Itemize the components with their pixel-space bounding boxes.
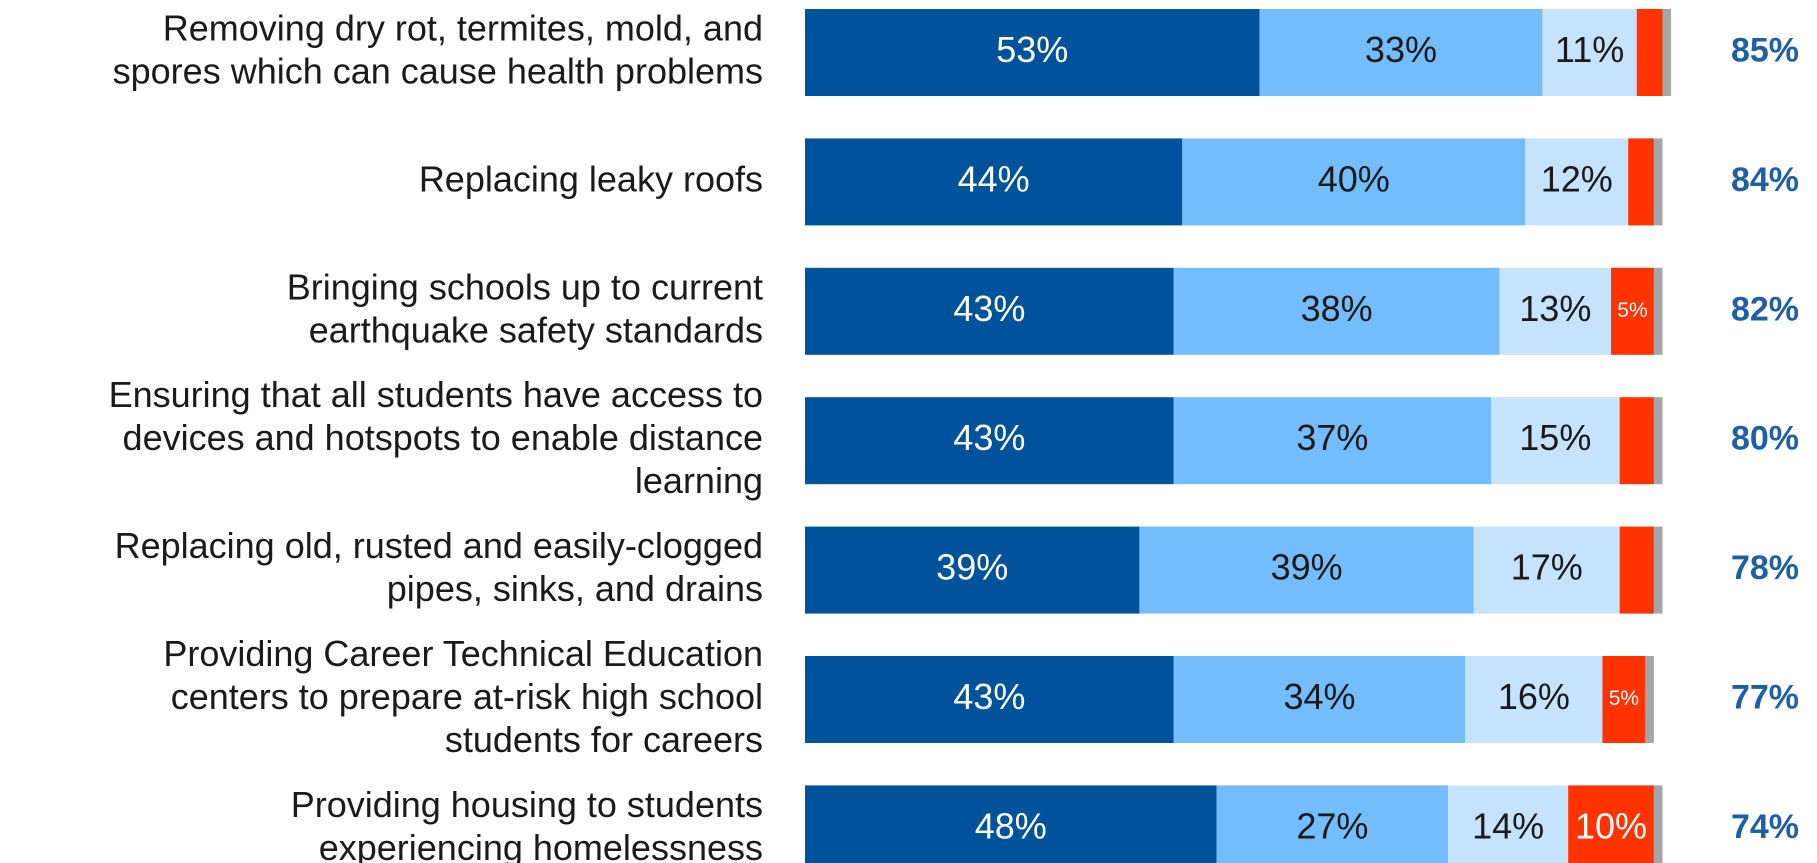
category-label: Replacing old, rusted and easily-clogged	[115, 525, 763, 566]
value-label: 43%	[953, 417, 1025, 458]
value-label: 15%	[1519, 417, 1591, 458]
bar-segment	[805, 656, 1174, 743]
bar-segment	[1525, 138, 1629, 226]
bar-segment	[805, 267, 1174, 355]
value-label: 5%	[1617, 299, 1647, 322]
bar-segment	[1182, 138, 1526, 226]
bar-segment	[1216, 785, 1449, 863]
value-label: 12%	[1541, 158, 1613, 199]
total-label: 80%	[1731, 420, 1799, 458]
category-label: Providing housing to students	[291, 784, 763, 825]
bar-segment	[1173, 397, 1491, 485]
category-label: pipes, sinks, and drains	[387, 568, 763, 609]
bar-segment	[805, 397, 1174, 485]
category-label: Bringing schools up to current	[287, 266, 763, 307]
bar-segment	[1653, 526, 1663, 614]
bar-segment	[1628, 138, 1654, 226]
bar-segment	[1173, 267, 1500, 355]
total-label: 82%	[1731, 290, 1799, 328]
value-label: 37%	[1296, 417, 1368, 458]
total-label: 74%	[1731, 808, 1799, 846]
bar-segment	[1611, 267, 1654, 355]
total-label: 85%	[1731, 31, 1799, 69]
bar-segment	[1473, 526, 1620, 614]
bar-segment	[1491, 397, 1620, 485]
bar-segment	[1465, 656, 1603, 743]
category-label: Providing Career Technical Education	[163, 633, 763, 674]
value-label: 53%	[996, 29, 1068, 70]
bar-segment	[1653, 785, 1663, 863]
value-label: 17%	[1511, 547, 1583, 588]
category-label: devices and hotspots to enable distance	[123, 417, 763, 458]
bar-segment	[1653, 397, 1663, 485]
total-label: 77%	[1731, 678, 1799, 716]
value-label: 48%	[975, 805, 1047, 846]
bar-segment	[805, 526, 1140, 614]
bar-segment	[1653, 267, 1663, 355]
bar-segment	[1636, 9, 1663, 96]
bar-segment	[805, 138, 1183, 226]
bar-segment	[1499, 267, 1612, 355]
category-label: learning	[635, 460, 763, 501]
total-label: 84%	[1731, 161, 1799, 199]
value-label: 44%	[958, 158, 1030, 199]
value-label: 33%	[1365, 29, 1437, 70]
bar-segment	[1139, 526, 1474, 614]
bar-segment	[1619, 397, 1654, 485]
value-label: 10%	[1575, 805, 1647, 846]
value-label: 11%	[1555, 29, 1624, 70]
bar-segment	[1173, 656, 1466, 743]
value-label: 39%	[1271, 547, 1343, 588]
category-label: Ensuring that all students have access t…	[109, 374, 763, 415]
category-label: Replacing leaky roofs	[419, 158, 763, 199]
bar-segment	[1619, 526, 1654, 614]
value-label: 13%	[1519, 288, 1591, 329]
bar-segment	[1602, 656, 1646, 743]
category-label: students for careers	[445, 719, 763, 760]
bar-segment	[805, 785, 1217, 863]
value-label: 40%	[1318, 158, 1390, 199]
value-label: 39%	[936, 547, 1008, 588]
value-label: 27%	[1296, 805, 1368, 846]
value-label: 38%	[1301, 288, 1373, 329]
bar-segment	[1259, 9, 1543, 96]
value-label: 34%	[1283, 676, 1355, 717]
bar-segment	[1448, 785, 1569, 863]
category-label: experiencing homelessness	[319, 827, 763, 863]
category-label: centers to prepare at-risk high school	[171, 676, 763, 717]
value-label: 43%	[953, 676, 1025, 717]
bar-segment	[1653, 138, 1663, 226]
category-label: Removing dry rot, termites, mold, and	[163, 8, 763, 49]
value-label: 14%	[1472, 805, 1544, 846]
category-label: earthquake safety standards	[309, 309, 763, 350]
category-label: spores which can cause health problems	[113, 51, 763, 92]
bar-segment	[1568, 785, 1654, 863]
bar-segment	[1662, 9, 1672, 96]
bar-segment	[1645, 656, 1654, 743]
bar-segment	[1542, 9, 1637, 96]
value-label: 5%	[1609, 687, 1639, 710]
bar-segment	[805, 9, 1260, 96]
value-label: 43%	[953, 288, 1025, 329]
value-label: 16%	[1498, 676, 1570, 717]
total-label: 78%	[1731, 549, 1799, 587]
